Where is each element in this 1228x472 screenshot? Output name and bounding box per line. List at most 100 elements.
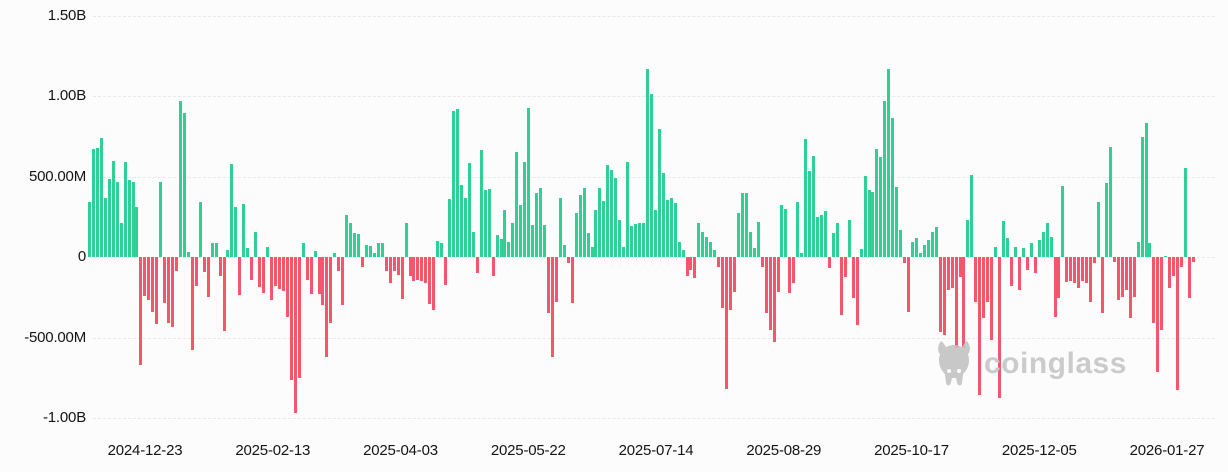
flow-bar[interactable] xyxy=(1041,231,1045,257)
flow-bar[interactable] xyxy=(792,257,796,284)
flow-bar[interactable] xyxy=(630,226,634,257)
flow-bar[interactable] xyxy=(855,257,859,325)
flow-bar[interactable] xyxy=(388,257,392,283)
flow-bar[interactable] xyxy=(175,257,179,271)
flow-bar[interactable] xyxy=(234,206,238,257)
flow-bar[interactable] xyxy=(515,151,519,257)
flow-bar[interactable] xyxy=(511,223,515,257)
flow-bar[interactable] xyxy=(610,170,614,257)
flow-bar[interactable] xyxy=(938,257,942,332)
flow-bar[interactable] xyxy=(622,247,626,257)
flow-bar[interactable] xyxy=(725,257,729,390)
flow-bar[interactable] xyxy=(1029,243,1033,257)
flow-bar[interactable] xyxy=(1156,257,1160,372)
flow-bar[interactable] xyxy=(1140,137,1144,257)
flow-bar[interactable] xyxy=(780,204,784,257)
flow-bar[interactable] xyxy=(376,242,380,257)
flow-bar[interactable] xyxy=(657,129,661,257)
flow-bar[interactable] xyxy=(839,257,843,315)
flow-bar[interactable] xyxy=(713,250,717,257)
flow-bar[interactable] xyxy=(471,231,475,257)
flow-bar[interactable] xyxy=(547,257,550,314)
flow-bar[interactable] xyxy=(784,209,788,257)
flow-bar[interactable] xyxy=(717,257,721,267)
flow-bar[interactable] xyxy=(230,164,234,257)
flow-bar[interactable] xyxy=(602,201,606,257)
flow-bar[interactable] xyxy=(1021,248,1025,257)
flow-bar[interactable] xyxy=(843,257,847,277)
flow-bar[interactable] xyxy=(127,179,131,257)
flow-bar[interactable] xyxy=(649,94,653,257)
flow-bar[interactable] xyxy=(638,223,642,257)
flow-bar[interactable] xyxy=(847,219,851,257)
flow-bar[interactable] xyxy=(1164,255,1168,257)
flow-bar[interactable] xyxy=(432,257,436,310)
flow-bar[interactable] xyxy=(218,257,222,277)
flow-bar[interactable] xyxy=(91,149,95,257)
flow-bar[interactable] xyxy=(115,182,119,257)
flow-bar[interactable] xyxy=(998,257,1002,399)
flow-bar[interactable] xyxy=(297,257,301,379)
flow-bar[interactable] xyxy=(645,68,649,257)
flow-bar[interactable] xyxy=(424,257,428,283)
flow-bar[interactable] xyxy=(206,257,210,298)
flow-bar[interactable] xyxy=(1180,257,1184,267)
flow-bar[interactable] xyxy=(1148,242,1152,257)
flow-bar[interactable] xyxy=(748,231,752,257)
flow-bar[interactable] xyxy=(1002,220,1006,257)
flow-bar[interactable] xyxy=(1006,238,1010,257)
flow-bar[interactable] xyxy=(495,234,499,257)
flow-bar[interactable] xyxy=(721,257,725,309)
flow-bar[interactable] xyxy=(1061,185,1065,257)
flow-bar[interactable] xyxy=(634,223,638,257)
flow-bar[interactable] xyxy=(155,257,159,324)
flow-bar[interactable] xyxy=(1104,183,1108,257)
flow-bar[interactable] xyxy=(788,257,792,294)
flow-bar[interactable] xyxy=(1116,257,1120,300)
flow-bar[interactable] xyxy=(194,257,198,286)
flow-bar[interactable] xyxy=(954,257,958,349)
flow-bar[interactable] xyxy=(131,181,135,257)
flow-bar[interactable] xyxy=(463,198,467,257)
flow-bar[interactable] xyxy=(258,257,262,287)
flow-bar[interactable] xyxy=(732,257,736,292)
flow-bar[interactable] xyxy=(143,257,147,296)
flow-bar[interactable] xyxy=(111,161,115,257)
flow-bar[interactable] xyxy=(392,257,396,272)
flow-bar[interactable] xyxy=(669,198,673,257)
flow-bar[interactable] xyxy=(349,223,353,257)
flow-bar[interactable] xyxy=(641,222,645,257)
flow-bar[interactable] xyxy=(416,257,420,280)
flow-bar[interactable] xyxy=(978,257,982,395)
flow-bar[interactable] xyxy=(934,226,938,257)
flow-bar[interactable] xyxy=(665,200,669,257)
flow-bar[interactable] xyxy=(895,186,899,257)
flow-bar[interactable] xyxy=(167,257,171,324)
flow-bar[interactable] xyxy=(1009,257,1013,286)
flow-bar[interactable] xyxy=(523,162,527,257)
flow-bar[interactable] xyxy=(333,252,337,257)
flow-bar[interactable] xyxy=(574,213,578,257)
flow-bar[interactable] xyxy=(736,213,740,257)
flow-bar[interactable] xyxy=(768,257,772,330)
flow-bar[interactable] xyxy=(479,150,483,257)
flow-bar[interactable] xyxy=(903,257,907,264)
flow-bar[interactable] xyxy=(729,257,733,310)
flow-bar[interactable] xyxy=(467,163,471,257)
flow-bar[interactable] xyxy=(677,241,681,257)
flow-bar[interactable] xyxy=(1085,257,1089,283)
flow-bar[interactable] xyxy=(827,257,831,269)
flow-bar[interactable] xyxy=(301,243,305,257)
flow-bar[interactable] xyxy=(681,250,685,257)
flow-bar[interactable] xyxy=(198,202,202,257)
flow-bar[interactable] xyxy=(1124,257,1128,290)
flow-bar[interactable] xyxy=(337,257,341,272)
flow-bar[interactable] xyxy=(831,232,835,257)
flow-bar[interactable] xyxy=(329,257,333,323)
flow-bar[interactable] xyxy=(653,209,657,257)
flow-bar[interactable] xyxy=(550,257,554,357)
flow-bar[interactable] xyxy=(285,257,289,317)
flow-bar[interactable] xyxy=(1045,222,1049,257)
flow-bar[interactable] xyxy=(1132,257,1136,297)
flow-bar[interactable] xyxy=(412,257,416,282)
